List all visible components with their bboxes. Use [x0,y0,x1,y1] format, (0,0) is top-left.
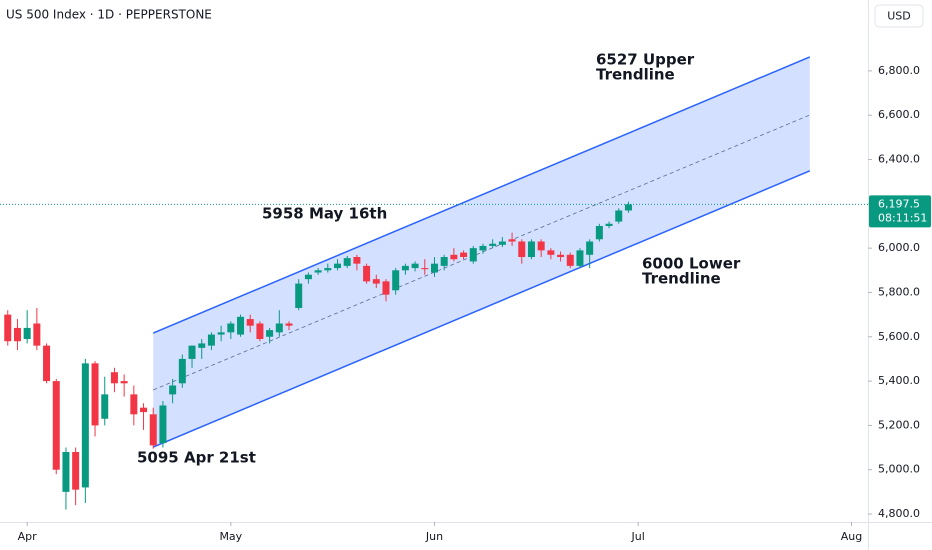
candle-body [52,381,60,470]
candle-body [479,245,487,251]
y-tick-label: 6,800.0 [878,64,920,77]
candle-body [178,358,186,384]
candle-body [101,394,109,419]
annotation: 5095 Apr 21st [137,449,256,467]
candle-body [605,223,613,226]
plot [0,56,868,510]
candle-body [372,279,380,284]
currency-box[interactable] [874,4,924,28]
candle-body [149,414,157,446]
candle-body [363,265,371,282]
candle-body [498,241,506,245]
channel-fill [153,56,810,448]
candle-body [62,451,70,492]
candle-body [537,241,545,251]
candle-body [227,323,235,333]
x-tick-label: May [219,530,242,543]
candle-body [33,323,41,346]
candle-body [81,363,89,488]
candle-body [615,210,623,222]
candle-body [401,265,409,271]
candle-body [188,345,196,359]
candle-body [576,250,584,266]
countdown: 08:11:51 [878,211,927,224]
candle-body [159,405,167,444]
candle-body [140,407,148,413]
annotation: 6000 Lower [642,255,741,273]
candle-body [304,274,312,280]
candle-body [343,258,351,266]
candle-body [324,268,332,271]
candle-body [547,250,555,255]
y-tick-label: 5,000.0 [878,463,920,476]
candle-body [624,204,632,211]
candle-body [169,385,177,395]
candle-body [246,319,254,326]
candle-body [285,323,293,326]
last-price-label: 6,197.5 [878,197,920,210]
annotation: Trendline [596,66,675,84]
candle-body [237,316,245,335]
candle-body [382,281,390,295]
candle-body [110,372,118,384]
candle-body [207,334,215,346]
candle-body [557,254,565,258]
annotation: 6527 Upper [596,51,695,69]
candle-body [130,394,138,415]
candle-body [353,257,361,264]
channel-lower [152,170,811,448]
x-tick-label: Aug [841,530,862,543]
annotation: Trendline [642,270,721,288]
y-tick-label: 5,200.0 [878,418,920,431]
x-tick-label: Jun [425,530,443,543]
candle-body [430,263,438,273]
x-tick-label: Apr [18,530,38,543]
candle-body [275,323,283,333]
candle-body [256,323,264,339]
candle-body [295,283,303,308]
candle-body [72,451,80,490]
candle-body [4,314,12,342]
candle-body [566,254,574,266]
candle-body [518,241,526,258]
candle-body [91,363,99,426]
candle-body [43,345,51,382]
candle-body [23,327,31,339]
last-price-box [869,195,931,228]
y-tick-label: 4,800.0 [878,507,920,520]
candle-body [217,332,225,335]
candle-body [586,241,594,255]
y-tick-label: 5,400.0 [878,374,920,387]
y-tick-label: 6,000.0 [878,241,920,254]
candle-body [508,239,516,242]
candle-body [334,263,342,269]
y-tick-label: 6,400.0 [878,153,920,166]
candle-body [450,254,458,260]
y-tick-label: 5,600.0 [878,330,920,343]
candle-body [411,263,419,269]
channel-upper [152,56,811,334]
candle-body [198,343,206,348]
annotation: 5958 May 16th [262,205,387,223]
candle-body [469,248,477,262]
candle-body [595,225,603,240]
candle-body [440,257,448,266]
candle-body [421,268,429,270]
candle-body [13,327,21,342]
candle-body [489,243,497,246]
candle-body [527,241,535,258]
currency: USD [887,10,911,23]
candle-body [314,270,322,273]
candle-body [120,381,128,384]
y-tick-label: 6,600.0 [878,108,920,121]
x-tick-label: Jul [631,530,645,543]
candle-body [392,270,400,291]
chart-title: US 500 Index · 1D · PEPPERSTONE [6,8,212,22]
candle-body [266,330,274,337]
candle-body [460,252,468,258]
y-tick-label: 5,800.0 [878,285,920,298]
